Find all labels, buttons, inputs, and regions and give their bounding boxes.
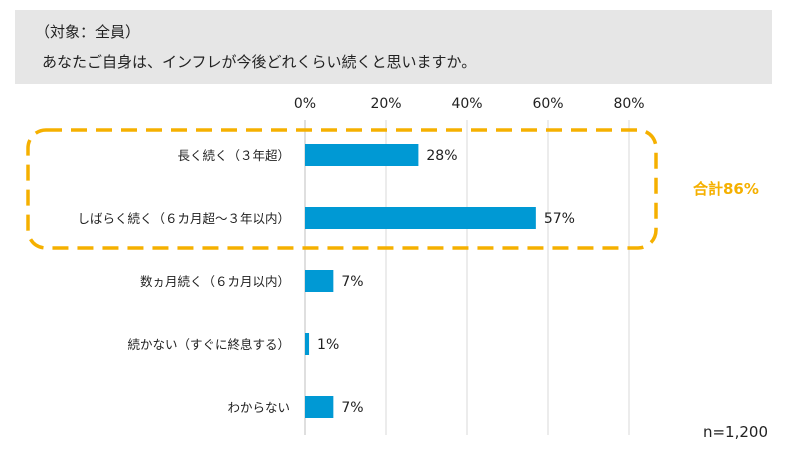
sample-size-note: n=1,200 bbox=[702, 423, 768, 441]
value-label: 28% bbox=[426, 148, 457, 164]
value-label: 1% bbox=[317, 337, 339, 353]
highlight-total-label: 合計86% bbox=[693, 180, 759, 198]
category-label: 長く続く（３年超） bbox=[177, 148, 290, 163]
value-label: 7% bbox=[341, 274, 363, 290]
value-label: 57% bbox=[544, 211, 575, 227]
value-label: 7% bbox=[341, 400, 363, 416]
category-label: 続かない（すぐに終息する） bbox=[127, 337, 290, 352]
bar bbox=[305, 396, 334, 418]
bar bbox=[305, 333, 310, 355]
x-tick-label: 20% bbox=[370, 96, 401, 112]
target-label: （対象：全員） bbox=[35, 23, 141, 41]
x-tick-label: 60% bbox=[532, 96, 563, 112]
bar bbox=[305, 144, 419, 166]
question-text: あなたご自身は、インフレが今後どれくらい続くと思いますか。 bbox=[42, 53, 477, 71]
category-label: わからない bbox=[227, 400, 290, 415]
highlight-dashed-box bbox=[26, 128, 658, 250]
category-label: 数ヵ月続く（６カ月以内） bbox=[140, 274, 290, 289]
category-label: しばらく続く（６カ月超～３年以内） bbox=[77, 211, 290, 226]
x-tick-label: 0% bbox=[294, 96, 316, 112]
question-header: （対象：全員） あなたご自身は、インフレが今後どれくらい続くと思いますか。 bbox=[15, 10, 772, 84]
bar bbox=[305, 207, 536, 229]
x-tick-label: 80% bbox=[613, 96, 644, 112]
x-tick-label: 40% bbox=[451, 96, 482, 112]
bar bbox=[305, 270, 334, 292]
